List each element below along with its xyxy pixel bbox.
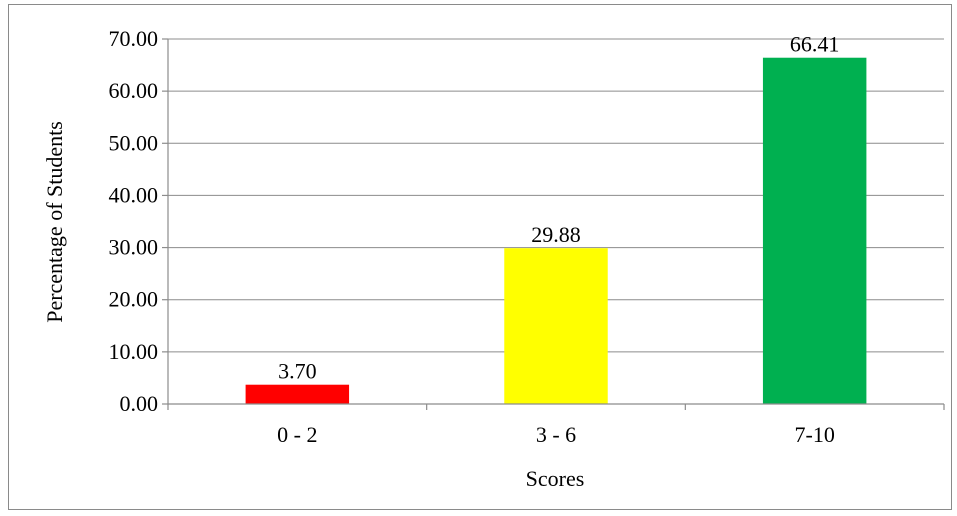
data-label: 3.70: [278, 359, 317, 384]
y-tick-label: 40.00: [109, 182, 159, 207]
y-tick-label: 50.00: [109, 130, 159, 155]
bar-3: [762, 57, 867, 404]
y-tick-label: 0.00: [120, 391, 159, 416]
data-label: 29.88: [531, 222, 581, 247]
y-tick-label: 30.00: [109, 235, 159, 260]
y-tick-label: 10.00: [109, 339, 159, 364]
x-tick-label: 7-10: [795, 422, 835, 447]
y-tick-label: 70.00: [109, 26, 159, 51]
x-tick-label: 3 - 6: [536, 422, 576, 447]
x-axis-title: Scores: [526, 466, 585, 491]
y-tick-label: 20.00: [109, 287, 159, 312]
bar-1: [245, 384, 350, 404]
bar-2: [504, 248, 608, 404]
axes: [162, 38, 945, 410]
data-label: 66.41: [790, 32, 840, 57]
x-tick-label: 0 - 2: [277, 422, 317, 447]
bars: [245, 57, 867, 404]
labels: 0.00 10.00 20.00 30.00 40.00 50.00 60.00 70.00 3…: [109, 26, 840, 447]
y-axis-title: Percentage of Students: [42, 121, 67, 323]
y-tick-label: 60.00: [109, 78, 159, 103]
